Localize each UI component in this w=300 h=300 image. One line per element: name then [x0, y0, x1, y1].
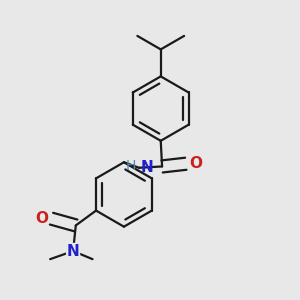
Text: O: O — [190, 156, 202, 171]
Text: H: H — [126, 159, 136, 173]
Text: O: O — [35, 211, 48, 226]
Text: N: N — [141, 160, 153, 175]
Text: N: N — [67, 244, 80, 259]
